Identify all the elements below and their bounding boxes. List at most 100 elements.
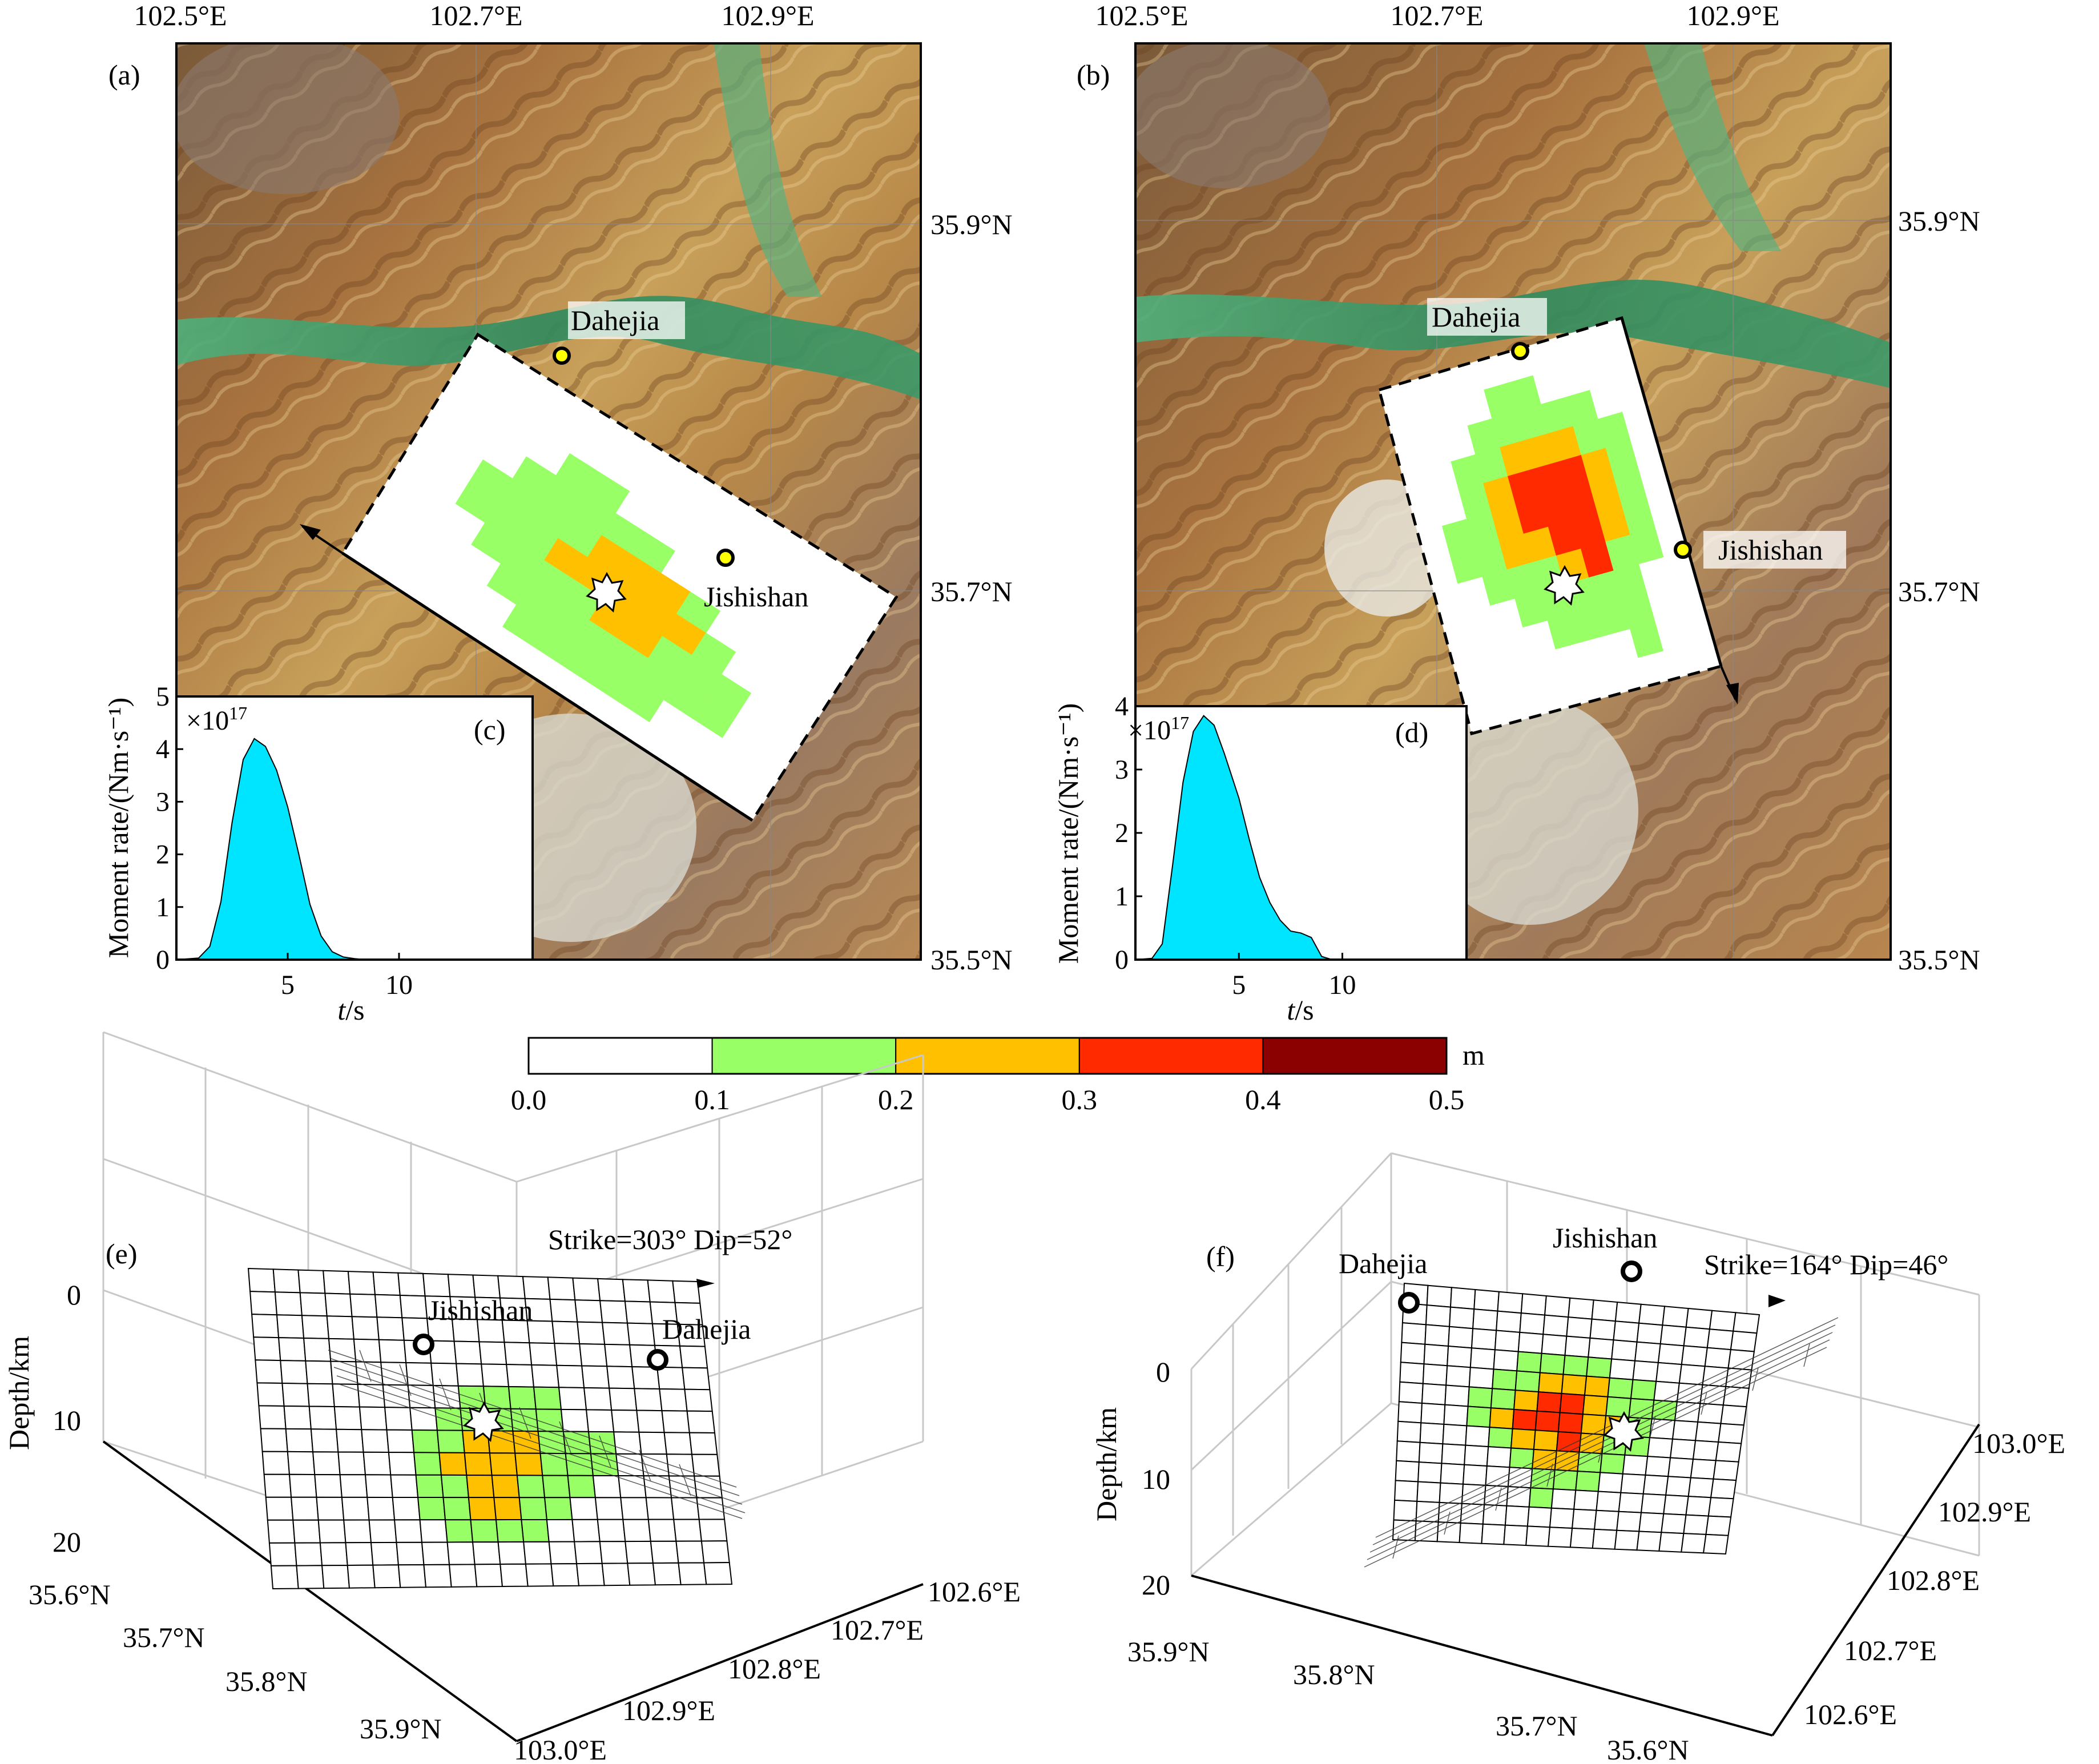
stf-ticks-d: 0 1 2 3 4 5 10 [1115,691,1356,1000]
slip-cell [314,1473,343,1498]
slip-cell [533,1386,562,1410]
slip-cell [1393,1499,1418,1522]
slip-cell [1445,1365,1471,1388]
slip-colorbar: 0.0 0.1 0.2 0.3 0.4 0.5 m [511,1037,1485,1115]
slip-cell [1591,1299,1618,1322]
slip-cell [1687,1477,1714,1499]
slip-cell [1557,1412,1584,1434]
slip-cell [523,1541,552,1565]
slip-cell [1397,1401,1423,1424]
lon-tick-e: 102.9°E [622,1694,715,1726]
lon-tick-e: 102.6°E [928,1576,1021,1608]
panel-letter-a: (a) [108,59,140,91]
slip-cell [343,1519,372,1544]
slip-cell [1722,1386,1750,1408]
stf-xlabel-c: t/s [337,994,364,1026]
slip-cell [663,1432,693,1455]
slip-cell [330,1360,358,1386]
slip-cell [1400,1342,1426,1365]
slip-cell [464,1452,493,1476]
slip-cell [272,1268,301,1294]
colorbar-bins [528,1037,1447,1074]
slip-cell [372,1564,401,1589]
slip-cell [278,1337,307,1362]
map-frame-a [175,42,922,961]
y-tick-label: 4 [156,734,170,764]
slip-cell [668,1475,698,1499]
slip-cell [453,1340,482,1365]
depth-tick: 20 [1142,1569,1170,1601]
lat-ticks-a: 35.9°N 35.7°N 35.5°N [930,208,1013,976]
slip-cell [364,1474,393,1499]
slip-cell [1634,1341,1661,1363]
slip-cell [1441,1443,1467,1465]
slip-cell [276,1314,305,1339]
stf-ticks-c: 0 1 2 3 4 5 5 10 [156,682,413,1000]
lat-ticks-b: 35.9°N 35.7°N 35.5°N [1898,205,1980,976]
slip-cell [1605,1396,1632,1418]
slip-cell [481,1363,510,1388]
slip-cell [1704,1347,1732,1369]
slip-cell [622,1279,651,1303]
slip-cell [253,1336,281,1362]
aux-plane-e [328,1350,746,1519]
slip-cell [1421,1383,1447,1405]
slip-cell [1681,1533,1707,1554]
slip-cell [303,1337,332,1362]
slip-cell [1669,1438,1697,1460]
lon-tick-label: 102.5°E [134,0,227,31]
xlabel-var: t [337,994,346,1026]
colorbar-unit: m [1463,1039,1485,1071]
place-label-jishishan-f: Jishishan [1553,1222,1657,1254]
town-marker-jishishan-e [413,1334,434,1355]
slip-cell [581,1365,610,1389]
lon-tick-f: 102.7°E [1844,1634,1937,1666]
slip-cell [1473,1288,1500,1312]
slip-cell [521,1519,550,1543]
slip-cell [1395,1460,1420,1483]
slip-cell [324,1292,353,1318]
slip-cell [1490,1388,1516,1410]
slip-cell [1519,1312,1546,1335]
slip-cell [1425,1304,1452,1327]
panel-letter-b: (b) [1077,59,1110,91]
slip-cell [422,1272,451,1298]
slip-cell [679,1345,708,1369]
slip-cell [575,1562,605,1586]
slip-cell [601,1322,631,1346]
lon-tick-f: 102.6°E [1804,1698,1897,1730]
slip-cell [394,1519,423,1543]
lon-tick-label: 102.7°E [1390,0,1483,31]
x-tick-label: 10 [1329,970,1356,1000]
lat-tick-label: 35.7°N [1898,575,1980,607]
slip-cell [1539,1352,1566,1375]
slip-cell [691,1453,720,1477]
slip-cell [470,1519,499,1543]
place-label-dahejia-e: Dahejia [662,1313,751,1345]
stf-ylabel-d: Moment rate/(Nm·s⁻¹) [1052,703,1084,964]
lon-ticks-a: 102.5°E 102.7°E 102.9°E [134,0,814,31]
lon-tick-label: 102.5°E [1095,0,1188,31]
slip-cell [1566,1316,1593,1339]
slip-cell [493,1497,522,1521]
slip-cell [374,1294,403,1319]
slip-cell [531,1364,560,1388]
lon-tick-label: 102.9°E [721,0,814,31]
slip-cell [319,1542,348,1566]
slip-cell [294,1542,323,1566]
stf-multiplier-d: ×1017 [1128,712,1189,746]
slip-cell [529,1342,558,1366]
slip-cell [1702,1533,1729,1555]
slip-cell [495,1519,525,1543]
town-marker-dahejia-f [1398,1292,1420,1314]
slip-cell [682,1367,711,1391]
depth-tick: 10 [1142,1463,1170,1495]
slip-cell [396,1541,425,1566]
slip-cell [409,1407,438,1431]
slip-cell [1562,1355,1589,1377]
lon-tick-e: 102.7°E [831,1614,924,1646]
colorbar-tick-label: 0.1 [694,1084,730,1115]
slip-cell [645,1497,675,1520]
slip-cell [1718,1423,1745,1444]
slip-cell [247,1267,276,1293]
